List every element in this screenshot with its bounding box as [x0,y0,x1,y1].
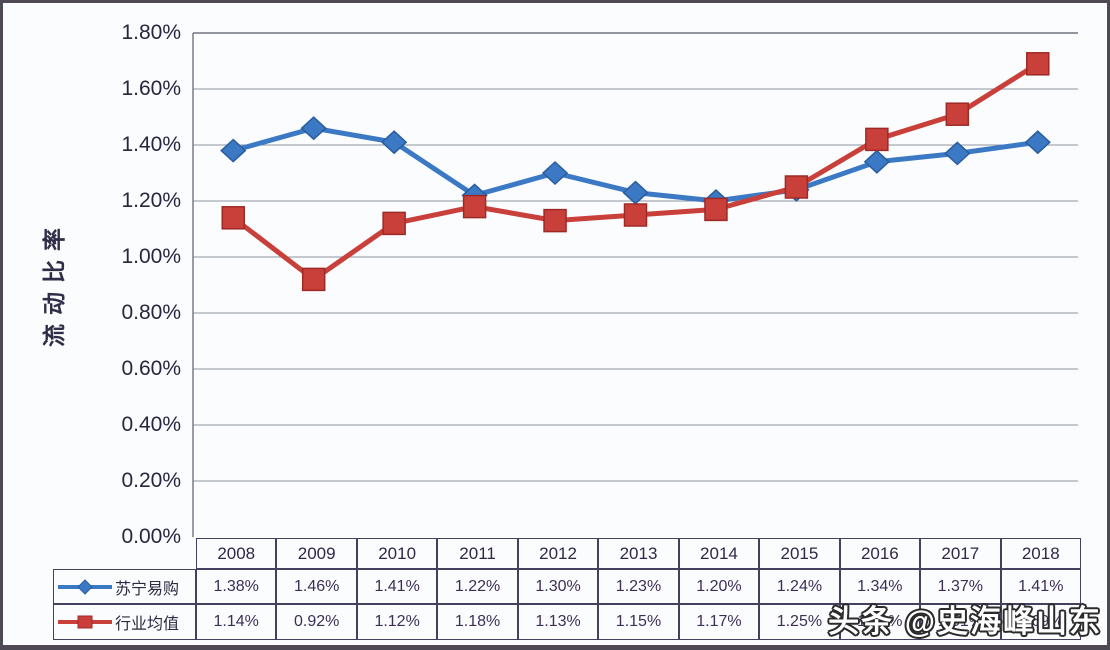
table-value-cell: 1.25% [759,604,840,640]
table-header-year: 2016 [839,538,921,569]
marker-diamond [1024,130,1051,155]
marker-diamond [863,149,890,174]
y-tick-label: 0.00% [121,525,181,548]
table-value-cell: 1.13% [517,604,599,640]
table-value-cell: 1.14% [196,604,277,640]
marker-square [462,194,487,219]
marker-square [1026,52,1050,76]
table-corner-spacer [53,538,196,569]
plot-area [192,32,1078,537]
marker-diamond [944,141,971,166]
table-header-year: 2015 [759,538,840,569]
series-line-行业均值 [230,61,1041,282]
table-value-cell: 1.18% [437,604,518,640]
marker-square [704,197,728,222]
y-tick-label: 0.60% [121,357,181,380]
marker-square [543,208,567,233]
table-header-year: 2014 [678,538,760,569]
y-tick-label: 1.00% [121,245,181,268]
legend-label: 苏宁易购 [115,580,180,598]
marker-square [945,102,970,126]
y-tick-label: 0.40% [121,413,181,436]
table-header-year: 2008 [196,538,277,569]
table-header-year: 2017 [920,538,1001,569]
table-value-cell: 1.37% [920,569,1001,604]
y-tick-label: 1.80% [121,21,181,44]
marker-diamond [300,116,327,141]
table-header-year: 2009 [276,538,357,569]
watermark: 头条 @史海峰山东 [828,604,1102,639]
y-tick-label: 0.80% [121,301,181,324]
legend-line-square-icon [58,615,112,629]
table-value-cell: 0.92% [276,604,357,640]
table-header-year: 2011 [437,538,518,569]
table-header-year: 2012 [517,538,599,569]
marker-square [784,175,809,199]
legend-line-diamond-icon [58,578,112,595]
legend-item-苏宁易购: 苏宁易购 [53,569,196,604]
marker-square [865,127,889,152]
table-value-cell: 1.23% [598,569,679,604]
marker-diamond [220,138,247,163]
y-tick-label: 1.40% [121,133,181,156]
marker-diamond [381,130,408,155]
table-value-cell: 1.24% [759,569,840,604]
marker-square [301,267,326,292]
marker-square [221,206,245,230]
table-value-cell: 1.22% [437,569,518,604]
table-value-cell: 1.17% [678,604,760,640]
table-value-cell: 1.34% [839,569,921,604]
table-value-cell: 1.15% [598,604,679,640]
table-header-year: 2013 [598,538,679,569]
marker-diamond [541,160,569,186]
table-value-cell: 1.42% [839,604,921,640]
table-header-year: 2018 [1000,538,1081,569]
table-value-cell: 1.51% [920,604,1001,640]
table-header-year: 2010 [356,538,438,569]
table-value-cell: 1.30% [517,569,599,604]
legend-label: 行业均值 [115,616,180,633]
table-value-cell: 1.69% [1000,604,1081,640]
data-table: 2008 2009 2010 2011 2012 2013 2014 2015 2016 2017… [53,538,1081,640]
table-value-cell: 1.46% [276,569,357,604]
marker-square [382,211,406,236]
table-value-cell: 1.41% [356,569,438,604]
y-tick-label: 0.20% [121,469,181,492]
table-value-cell: 1.38% [196,569,277,604]
legend-item-行业均值: 行业均值 [53,604,196,640]
marker-square [623,203,648,227]
y-tick-label: 1.60% [121,77,181,100]
table-value-cell: 1.12% [356,604,438,640]
y-tick-label: 1.20% [121,189,181,212]
table-value-cell: 1.41% [1000,569,1081,604]
marker-diamond [622,180,649,205]
table-value-cell: 1.20% [678,569,760,604]
